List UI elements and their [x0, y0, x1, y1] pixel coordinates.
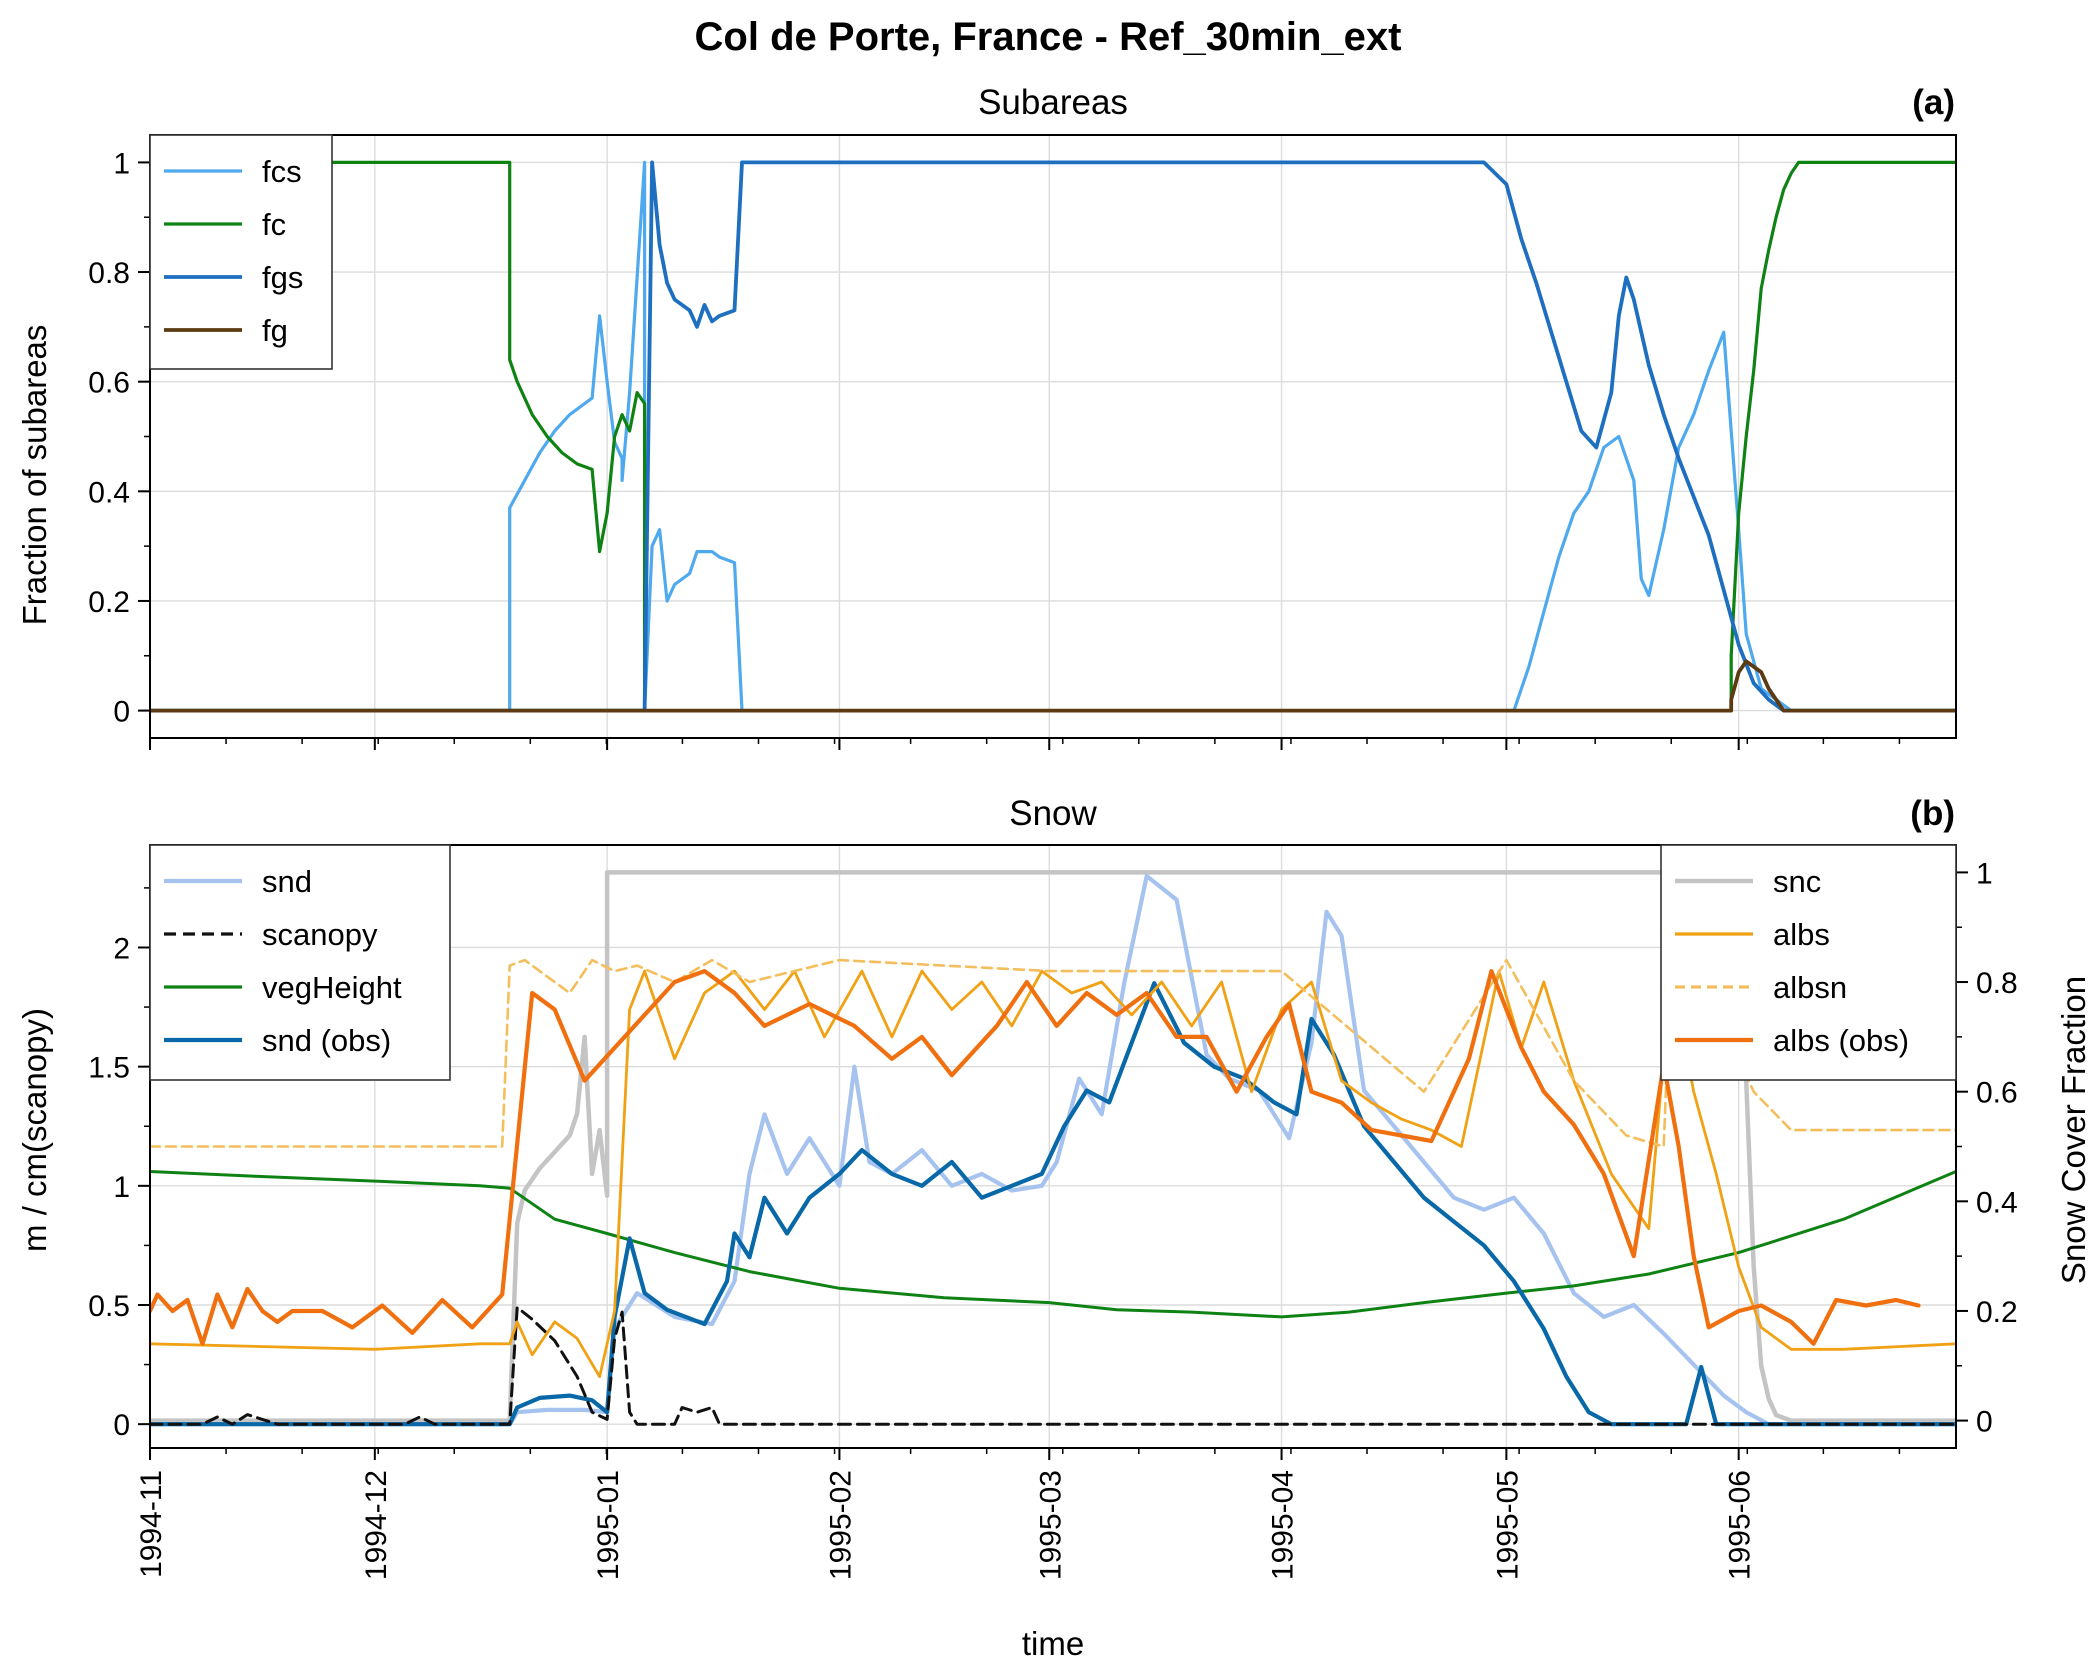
- x-tick-label: 1995-04: [1267, 1470, 1300, 1580]
- y-tick-label: 1: [113, 147, 130, 180]
- panel-a-ticks: 0 0.2 0.4 0.6 0.8 1: [88, 147, 1901, 750]
- legend-entry-label: fcs: [262, 154, 302, 189]
- x-tick-label: 1995-02: [824, 1470, 857, 1580]
- y-tick-label: 0.4: [88, 476, 130, 509]
- y-tick-label: 0.5: [88, 1290, 130, 1323]
- panel-b-lines: [150, 870, 1956, 1427]
- x-tick-label: 1994-11: [135, 1470, 168, 1578]
- figure-title: Col de Porte, France - Ref_30min_ext: [695, 15, 1402, 59]
- panel-snow: Snow (b) m / cm(scanopy) Snow Cover Frac…: [16, 794, 2092, 1662]
- series-line-fcs: [150, 160, 1956, 713]
- panel-b-label: (b): [1910, 794, 1955, 833]
- x-tick-label: 1995-06: [1724, 1470, 1757, 1580]
- legend-entry-label: fg: [262, 313, 288, 348]
- panel-a-frame: [149, 134, 1957, 739]
- y2-tick-label: 0: [1976, 1406, 1993, 1439]
- panel-b-frame: [149, 844, 1957, 1449]
- series-line-snc: [150, 870, 1956, 1423]
- series-line-snd-obs-: [150, 981, 1956, 1427]
- panel-b-xlabel: time: [1022, 1625, 1084, 1662]
- y2-tick-label: 0.2: [1976, 1296, 2018, 1329]
- legend-entry-label: albs (obs): [1773, 1023, 1909, 1058]
- y-tick-label: 0.2: [88, 586, 130, 619]
- series-line-scanopy: [150, 1305, 1956, 1426]
- series-line-albs-obs-: [150, 968, 1921, 1346]
- legend-entry-label: albsn: [1773, 970, 1847, 1005]
- panel-b-legend-right: snc albs albsn albs (obs): [1660, 844, 1957, 1081]
- y-tick-label: 0: [113, 1409, 130, 1442]
- y2-tick-label: 0.6: [1976, 1077, 2018, 1110]
- y-tick-label: 0: [113, 696, 130, 729]
- legend-entry-label: albs: [1773, 917, 1830, 952]
- x-tick-label: 1995-03: [1034, 1470, 1067, 1580]
- x-tick-label: 1995-05: [1491, 1470, 1524, 1580]
- legend-entry-label: snd (obs): [262, 1023, 391, 1058]
- series-line-vegheight: [150, 1170, 1956, 1319]
- x-tick-label: 1995-01: [592, 1470, 625, 1580]
- legend-entry-label: fc: [262, 207, 286, 242]
- panel-b-y2label: Snow Cover Fraction: [2055, 976, 2092, 1284]
- panel-b-ylabel: m / cm(scanopy): [16, 1008, 53, 1252]
- y-tick-label: 0.6: [88, 367, 130, 400]
- legend-entry-label: scanopy: [262, 917, 378, 952]
- panel-a-lines: [150, 160, 1956, 713]
- series-line-albs: [150, 969, 1956, 1379]
- panel-a-legend: fcs fc fgs fg: [149, 134, 333, 370]
- panel-subareas: Subareas (a) Fraction of subareas 0 0.2 0.…: [16, 83, 1957, 750]
- x-tick-label: 1994-12: [360, 1470, 393, 1580]
- panel-b-ticks: 1994-11 1994-12 1995-01 1995-02 1995-03 1995-…: [88, 857, 2017, 1580]
- panel-a-ylabel: Fraction of subareas: [16, 325, 53, 626]
- legend-entry-label: fgs: [262, 260, 303, 295]
- legend-entry-label: vegHeight: [262, 970, 402, 1005]
- legend-entry-label: snc: [1773, 864, 1821, 899]
- panel-a-label: (a): [1912, 83, 1955, 122]
- y-tick-label: 1.5: [88, 1052, 130, 1085]
- panel-b-title: Snow: [1009, 794, 1097, 833]
- series-line-fg: [150, 659, 1956, 713]
- series-line-fc: [150, 160, 1956, 713]
- y-tick-label: 1: [113, 1171, 130, 1204]
- panel-b-legend-left: snd scanopy vegHeight snd (obs): [149, 844, 451, 1081]
- legend-entry-label: snd: [262, 864, 312, 899]
- y2-tick-label: 0.4: [1976, 1186, 2018, 1219]
- panel-a-title: Subareas: [978, 83, 1128, 122]
- y-tick-label: 2: [113, 932, 130, 965]
- y-tick-label: 0.8: [88, 257, 130, 290]
- y2-tick-label: 0.8: [1976, 967, 2018, 1000]
- series-line-fgs: [150, 160, 1956, 713]
- y2-tick-label: 1: [1976, 857, 1993, 890]
